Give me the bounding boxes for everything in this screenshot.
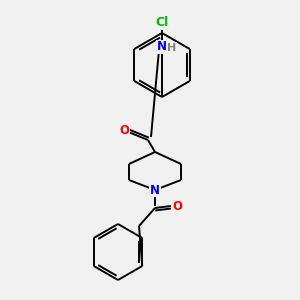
Text: N: N [150, 184, 160, 196]
Text: H: H [167, 43, 177, 53]
Text: O: O [119, 124, 129, 137]
Text: N: N [157, 40, 167, 53]
Text: Cl: Cl [155, 16, 169, 29]
Text: O: O [172, 200, 182, 212]
